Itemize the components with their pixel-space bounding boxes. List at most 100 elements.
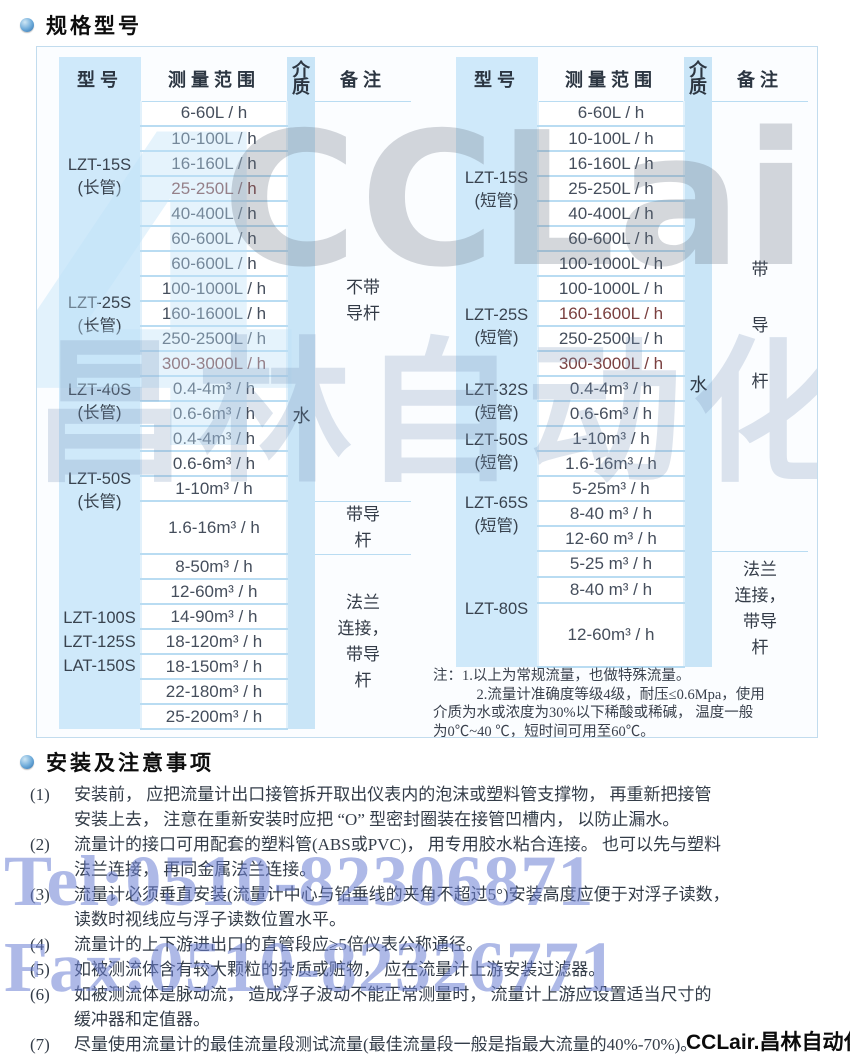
model-sub: (短管) [474,454,519,472]
install-note-item: (3) 流量计必须垂直安装(流量计中心与铅垂线的夹角不超过5°)安装高度应便于对… [0,882,850,932]
model-sub: (长管) [77,316,122,335]
item-number: (4) [30,935,50,954]
col-header-range: 测量范围 [141,57,287,102]
col-header-medium: 介 质 [684,57,712,101]
col-header-range: 测量范围 [538,57,684,102]
section-bullet-icon [20,18,34,32]
item-text: 如被测流体含有较大颗粒的杂质或赃物， 应在流量计上游安装过滤器。 [74,960,606,979]
item-number: (3) [30,885,50,904]
range-cell: 12-60 m³ / h [537,526,685,552]
range-cell: 10-100L / h [140,126,288,152]
range-cell: 0.4-4m³ / h [140,376,288,402]
model-sub: (短管) [474,516,519,535]
model-cell: LZT-80S [456,551,538,667]
range-cell: 0.6-6m³ / h [140,451,288,477]
install-note-item: (1) 安装前， 应把流量计出口接管拆开取出仪表内的泡沫或塑料管支撑物， 再重新… [0,782,850,832]
note-cell: 法兰 连接， 带导 杆 [315,553,411,729]
model-cell: LZT-25S (短管) [456,276,538,376]
table-footnote: 注：1.以上为常规流量，也做特殊流量。 2.流量计准确度等级4级，耐压≤0.6M… [433,668,765,738]
range-cell: 0.4-4m³ / h [537,376,685,402]
range-cell: 100-1000L / h [537,276,685,302]
model-cell: LZT-40S (长管) [59,376,141,426]
range-cell: 8-40 m³ / h [537,501,685,527]
model-name: LZT-65S [464,493,529,512]
model-name: LZT-15S [464,168,529,187]
model-name: LZT-40S [67,381,132,399]
install-note-item: (4) 流量计的上下游进出口的直管段应≥5倍仪表公称通径。 [0,932,850,957]
spec-table-short-tube: 型号 测量范围 介 质 备注 LZT-15S (短管) 6-60L / h 水 … [456,57,808,668]
range-cell: 160-1600L / h [140,301,288,327]
range-cell: 0.6-6m³ / h [140,401,288,427]
item-number: (5) [30,960,50,979]
section-bullet-icon [20,755,34,769]
col-header-note: 备注 [712,57,808,102]
range-cell: 250-2500L / h [537,326,685,352]
model-sub: (长管) [77,493,122,511]
model-sub: (短管) [474,329,519,347]
range-cell: 16-160L / h [140,151,288,177]
col-header-note: 备注 [315,57,411,102]
range-cell: 12-60m³ / h [140,579,288,605]
spec-table-long-tube: 型号 测量范围 介 质 备注 LZT-15S (长管) 6-60L / h 水 … [59,57,411,730]
range-cell: 40-400L / h [140,201,288,227]
model-sub: (短管) [474,191,519,210]
item-number: (7) [30,1035,50,1054]
install-note-item: (6) 如被测流体是脉动流， 造成浮子波动不能正常测量时， 流量计上游应设置适当… [0,982,850,1032]
range-cell: 12-60m³ / h [537,603,685,668]
note-cell: 不带 导杆 [315,100,411,501]
model-name: LZT-50S [67,470,132,488]
range-cell: 300-3000L / h [140,351,288,377]
model-sub: (短管) [474,404,519,422]
model-name: LZT-25S [464,306,529,324]
medium-cell: 水 [684,101,712,667]
model-cell: LZT-15S (短管) [456,101,538,276]
note-cell: 带 导 杆 [712,100,808,551]
range-cell: 18-150m³ / h [140,654,288,680]
range-cell: 0.4-4m³ / h [140,426,288,452]
install-note-item: (2) 流量计的接口可用配套的塑料管(ABS或PVC)， 用专用胶水粘合连接。 … [0,832,850,882]
item-text: 安装前， 应把流量计出口接管拆开取出仪表内的泡沫或塑料管支撑物， 再重新把接管 … [74,785,712,829]
specs-section-header: 规格型号 [20,10,142,40]
range-cell: 160-1600L / h [537,301,685,327]
range-cell: 6-60L / h [537,101,685,127]
range-cell: 250-2500L / h [140,326,288,352]
range-cell: 25-200m³ / h [140,704,288,730]
range-cell: 60-600L / h [140,226,288,252]
item-text: 流量计的接口可用配套的塑料管(ABS或PVC)， 用专用胶水粘合连接。 也可以先… [74,835,721,879]
item-number: (6) [30,985,50,1004]
range-cell: 25-250L / h [537,176,685,202]
install-note-item: (7) 尽量使用流量计的最佳流量段测试流量(最佳流量段一般是指最大流量的40%-… [0,1032,850,1057]
col-header-medium: 介 质 [287,57,315,101]
item-text: 如被测流体是脉动流， 造成浮子波动不能正常测量时， 流量计上游应设置适当尺寸的 … [74,985,712,1029]
install-section-title: 安装及注意事项 [46,752,214,775]
install-section-header: 安装及注意事项 [20,747,214,777]
range-cell: 5-25m³ / h [537,476,685,502]
model-cell: LZT-50S (长管) [59,426,141,554]
range-cell: 0.6-6m³ / h [537,401,685,427]
model-sub: (长管) [77,404,122,422]
model-name: LZT-80S [464,600,529,618]
item-number: (2) [30,835,50,854]
medium-cell: 水 [287,101,315,729]
specs-section-title: 规格型号 [46,15,142,38]
install-notes-list: (1) 安装前， 应把流量计出口接管拆开取出仪表内的泡沫或塑料管支撑物， 再重新… [0,782,850,1057]
range-cell: 22-180m³ / h [140,679,288,705]
note-cell: 带导 杆 [315,500,411,554]
range-cell: 60-600L / h [140,251,288,277]
install-note-item: (5) 如被测流体含有较大颗粒的杂质或赃物， 应在流量计上游安装过滤器。 [0,957,850,982]
note-cell: 法兰 连接， 带导 杆 [712,550,808,667]
model-name: LZT-100S LZT-125S LAT-150S [63,608,136,675]
range-cell: 1-10m³ / h [140,476,288,502]
range-cell: 100-1000L / h [140,276,288,302]
range-cell: 1.6-16m³ / h [140,501,288,555]
range-cell: 14-90m³ / h [140,604,288,630]
range-cell: 100-1000L / h [537,251,685,277]
brand-stamp: CCLair.昌林自动化 [686,1031,850,1054]
spec-panel: 型号 测量范围 介 质 备注 LZT-15S (长管) 6-60L / h 水 … [36,46,818,738]
model-name: LZT-25S [67,293,132,312]
range-cell: 6-60L / h [140,101,288,127]
model-cell: LZT-50S (短管) [456,426,538,476]
range-cell: 60-600L / h [537,226,685,252]
model-name: LZT-50S [464,431,529,449]
item-text: 流量计必须垂直安装(流量计中心与铅垂线的夹角不超过5°)安装高度应便于对浮子读数… [74,885,730,929]
